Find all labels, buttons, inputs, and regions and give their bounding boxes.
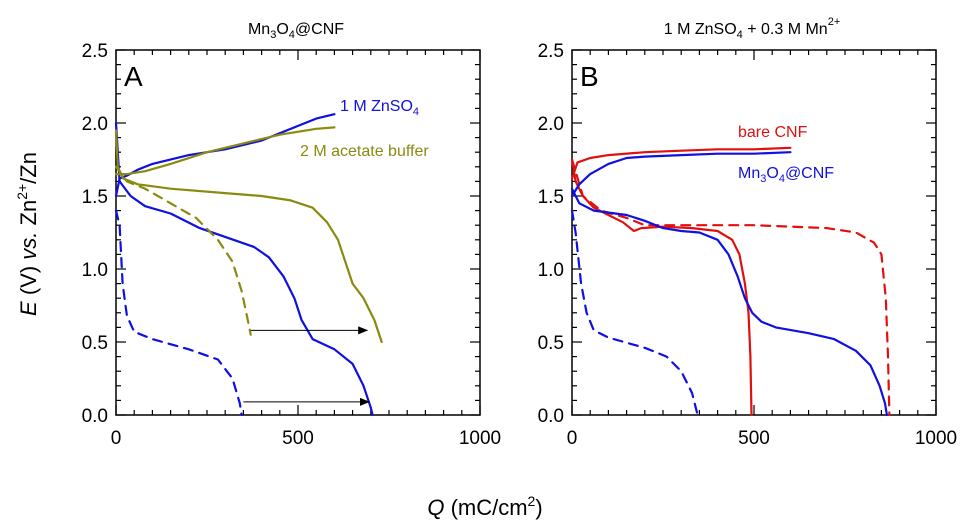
panel-b-x-tick-label: 1000 [915, 428, 957, 449]
panel-b-series-2-dashed-discharge [570, 158, 891, 417]
panel-b-y-tick-label: 2.5 [538, 41, 564, 62]
panel-b-series-0-solid-charge [570, 146, 792, 180]
panel-a-y-tick-label: 0.5 [82, 333, 108, 354]
annotation-bare-cnf: bare CNF [738, 124, 808, 141]
panel-a-x-tick-label: 500 [282, 428, 314, 449]
panel-b-plot: 0 500 1000 0.0 0.5 1.0 1.5 2.0 2.5 [538, 41, 958, 449]
panel-b-y-tick-label: 0.5 [538, 333, 564, 354]
annotation-1m-znso4: 1 M ZnSO4 [340, 98, 419, 118]
x-axis-label: Q (mC/cm2) [427, 493, 542, 520]
panel-a-series-2-dashed-discharge [114, 209, 243, 417]
panel-b-series-1-solid-discharge [570, 158, 753, 417]
panel-b-x-tick-label: 0 [567, 428, 578, 449]
panel-b-y-tick-label: 2.0 [538, 114, 564, 135]
y-axis-label: E (V) vs. Zn2+/Zn [14, 152, 41, 316]
panel-b-title: 1 M ZnSO4 + 0.3 M Mn2+ [664, 16, 841, 41]
panel-a-title: Mn3O4@CNF [248, 21, 344, 41]
panel-b-series-5-dashed-discharge [570, 209, 699, 417]
panel-a-series-5-dashed-discharge [114, 165, 252, 336]
panel-b-series-3-solid-charge [570, 151, 792, 198]
panel-a-series-3-solid-charge [114, 126, 336, 176]
panel-b-y-tick-label: 0.0 [538, 406, 564, 427]
panel-a-y-tick-label: 1.5 [82, 187, 108, 208]
annotation-acetate-buffer: 2 M acetate buffer [300, 143, 429, 160]
panel-a-y-tick-label: 0.0 [82, 406, 108, 427]
panel-b-letter: B [580, 61, 599, 92]
panel-a-letter: A [124, 61, 143, 92]
panel-b-x-tick-label: 500 [738, 428, 770, 449]
panel-a-y-tick-label: 2.5 [82, 41, 108, 62]
panel-a-y-tick-label: 1.0 [82, 260, 108, 281]
panel-b-series-4-solid-discharge [570, 187, 888, 417]
panel-a-x-tick-label: 0 [111, 428, 122, 449]
panel-a: Mn3O4@CNF A 0 500 1000 0.0 0.5 1.0 1.5 2.0 2.5 1… [82, 21, 502, 449]
panel-b-y-tick-label: 1.5 [538, 187, 564, 208]
panel-a-series-1-solid-discharge [114, 121, 374, 417]
panel-b-frame [571, 49, 937, 416]
panel-a-x-tick-label: 1000 [459, 428, 501, 449]
panel-a-plot: 0 500 1000 0.0 0.5 1.0 1.5 2.0 2.5 [82, 41, 502, 449]
panel-b: 1 M ZnSO4 + 0.3 M Mn2+ B 0 500 1000 0.0 0.5 1… [538, 16, 958, 449]
panel-a-frame [115, 49, 481, 416]
panel-b-y-tick-label: 1.0 [538, 260, 564, 281]
panel-a-series-0-solid-charge [114, 113, 336, 198]
panel-a-series-4-solid-discharge [114, 129, 383, 344]
annotation-mn3o4-cnf: Mn3O4@CNF [738, 165, 834, 185]
panel-a-y-tick-label: 2.0 [82, 114, 108, 135]
